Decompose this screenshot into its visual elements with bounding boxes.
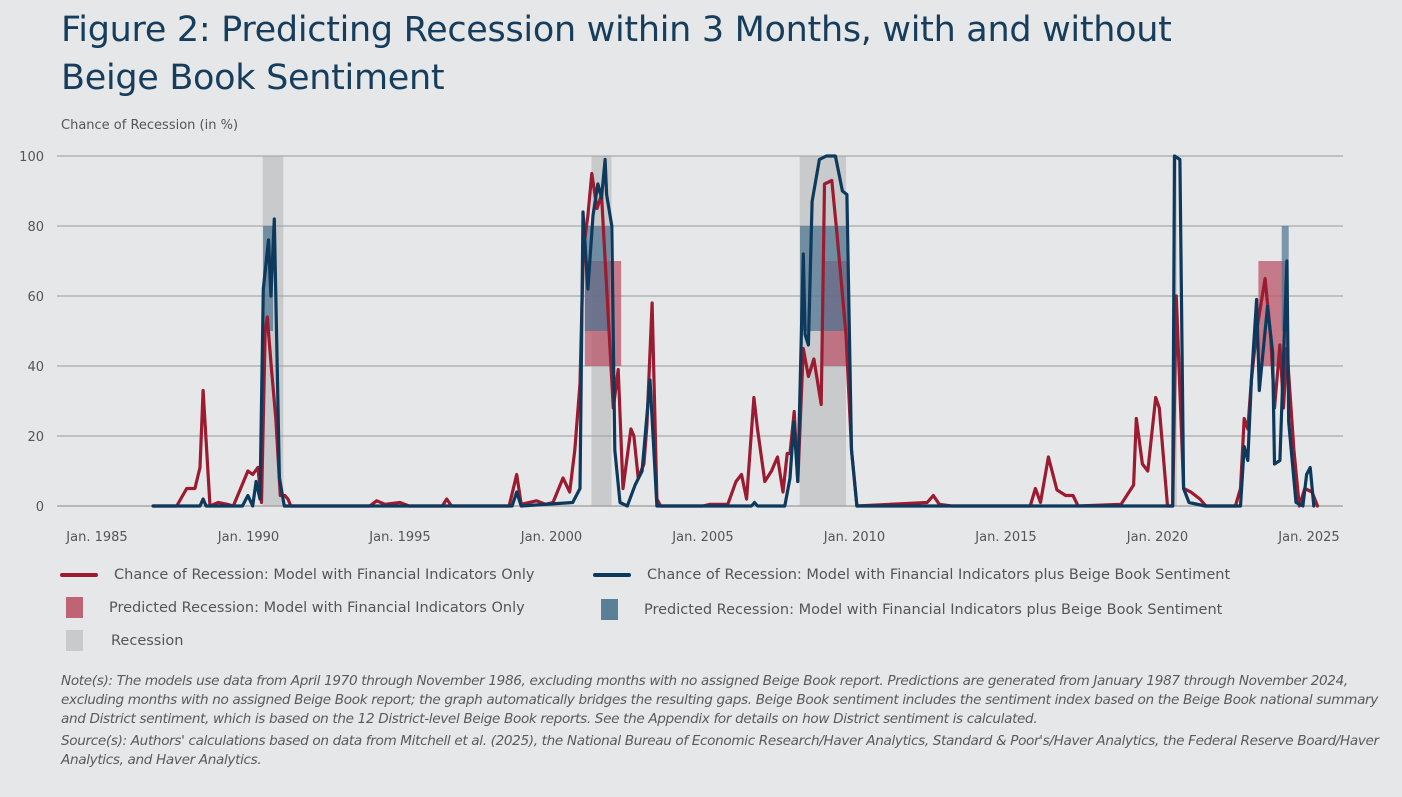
chart-plot: 0 20 40 60 80 100 Jan. 1985 Jan. 1990 Jan. 1995 J… (19, 150, 1343, 545)
legend-red-line: Chance of Recession: Model with Financia… (60, 567, 534, 583)
y-tick-label: 60 (27, 290, 44, 305)
x-tick-label: Jan. 1990 (217, 530, 279, 545)
y-tick-label: 0 (36, 500, 44, 515)
series-line-financial-plus-beige-book (151, 154, 1316, 508)
y-tick-label: 80 (27, 220, 44, 235)
x-tick-label: Jan. 2020 (1126, 530, 1188, 545)
x-tick-label: Jan. 2015 (974, 530, 1036, 545)
x-tick-label: Jan. 2010 (823, 530, 885, 545)
y-tick-label: 40 (27, 360, 44, 375)
legend-red-line-swatch (60, 573, 98, 577)
y-tick-label: 20 (27, 430, 44, 445)
legend-recession-swatch (66, 630, 83, 651)
notes: Note(s): The models use data from April … (61, 672, 1381, 773)
x-tick-label: Jan. 2025 (1277, 530, 1339, 545)
legend-label: Predicted Recession: Model with Financia… (644, 601, 1223, 618)
legend-blue-box-swatch (601, 599, 618, 620)
legend-label: Chance of Recession: Model with Financia… (114, 567, 535, 583)
recession-shading (262, 156, 1177, 506)
note-text: Note(s): The models use data from April … (61, 673, 1378, 727)
legend-blue-line-swatch (593, 573, 631, 577)
predicted-recession-beige-box (263, 226, 274, 331)
legend-label: Chance of Recession: Model with Financia… (647, 567, 1231, 583)
legend-red-box-swatch (66, 597, 83, 618)
series-lines (151, 154, 1320, 508)
legend-label: Recession (111, 632, 184, 649)
legend-label: Predicted Recession: Model with Financia… (109, 599, 525, 616)
source-text: Source(s): Authors' calculations based o… (61, 733, 1379, 768)
axis-ticks: 0 20 40 60 80 100 Jan. 1985 Jan. 1990 Jan. 1995 J… (19, 150, 1340, 545)
chart-title: Figure 2: Predicting Recession within 3 … (61, 10, 1172, 98)
y-axis-label: Chance of Recession (in %) (61, 118, 239, 133)
legend-blue-box: Predicted Recession: Model with Financia… (591, 599, 1222, 620)
legend-blue-line: Chance of Recession: Model with Financia… (593, 567, 1230, 583)
series-line-financial-only (151, 171, 1320, 508)
legend-red-box: Predicted Recession: Model with Financia… (57, 597, 525, 618)
x-tick-label: Jan. 2000 (520, 530, 582, 545)
legend-recession: Recession (57, 630, 183, 651)
y-tick-label: 100 (19, 150, 44, 165)
x-tick-label: Jan. 2005 (671, 530, 733, 545)
x-tick-label: Jan. 1995 (368, 530, 430, 545)
x-tick-label: Jan. 1985 (65, 530, 127, 545)
